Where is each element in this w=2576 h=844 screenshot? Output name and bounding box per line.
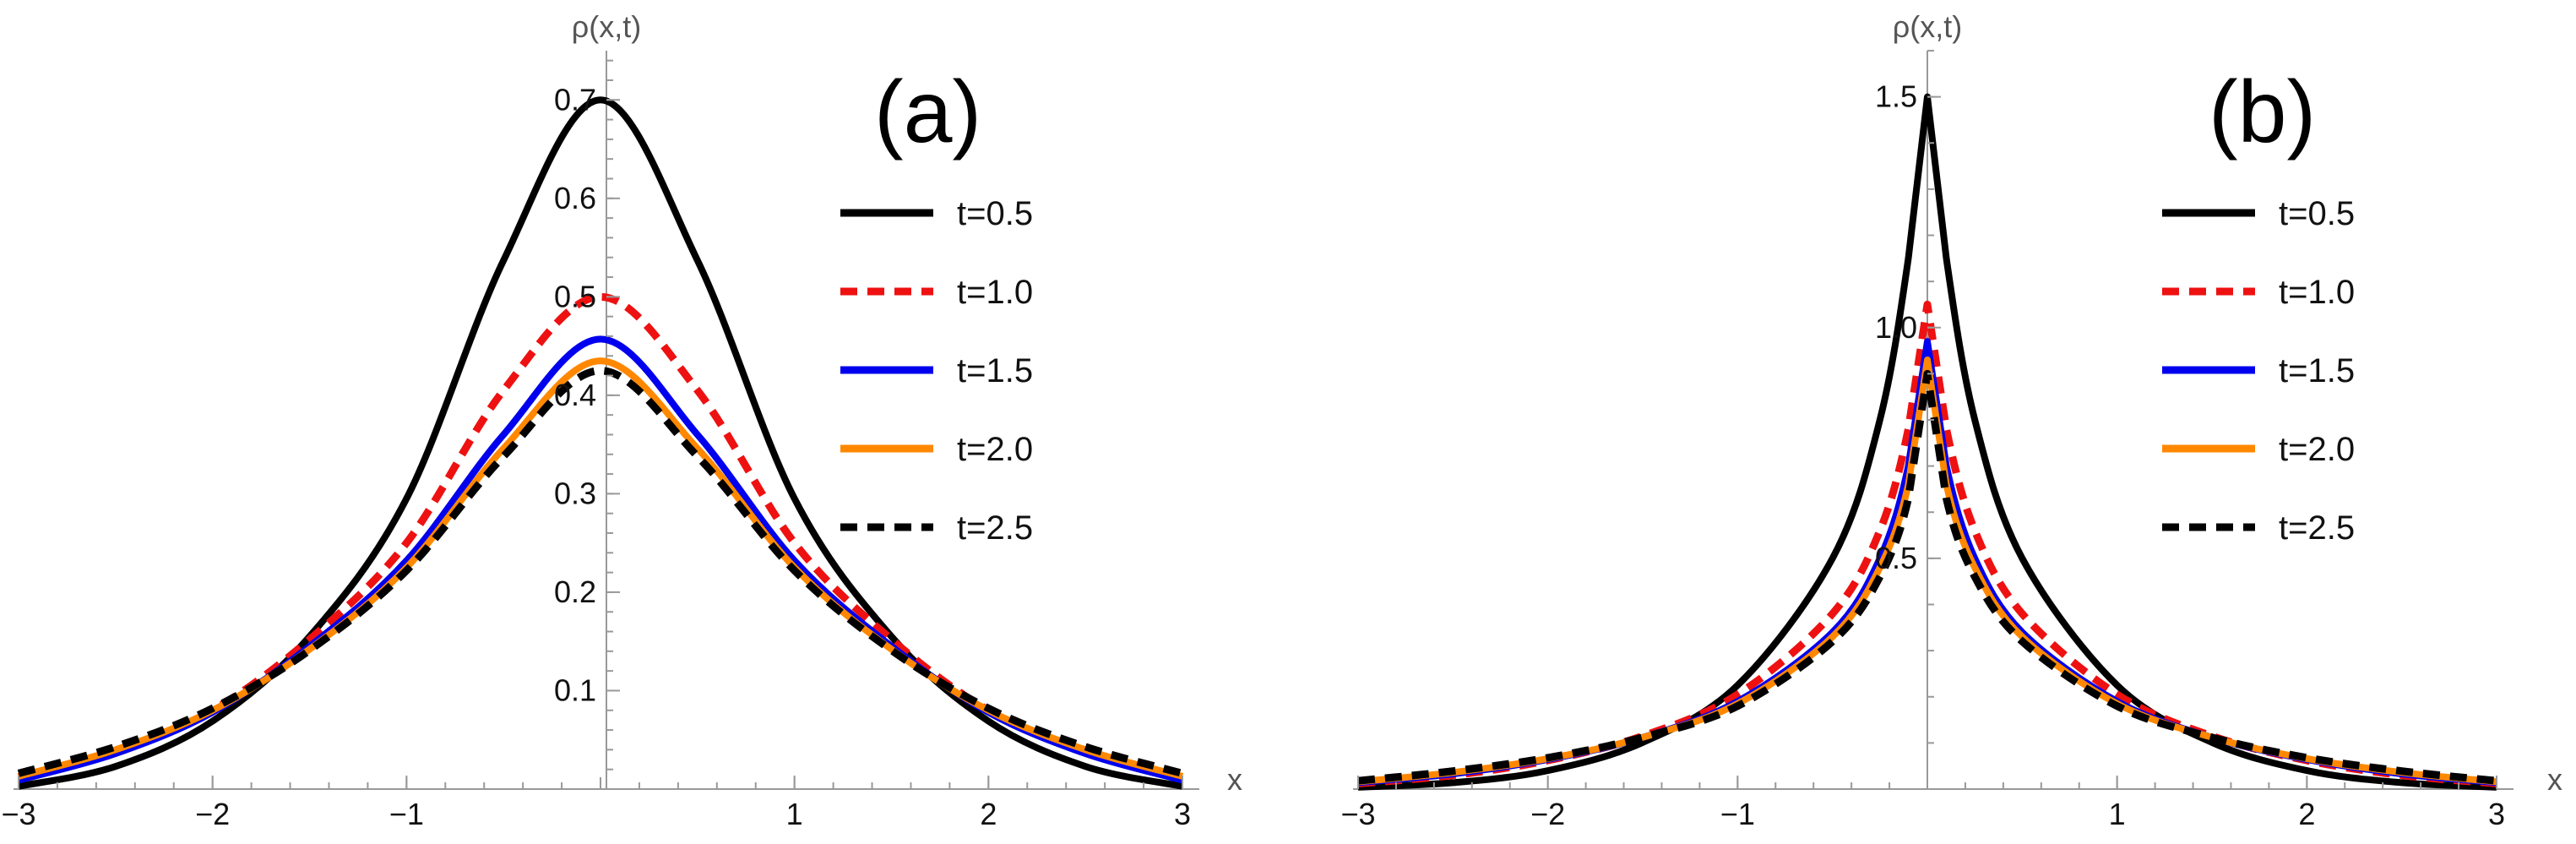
panel-a-ticks: −3 −2 −1 1 2 3 0.1 0.2 0.3 0.4 0.5 0.6 0.7: [1, 59, 1191, 831]
legend-label: t=0.5: [2279, 195, 2355, 232]
x-tick-label: −2: [1530, 797, 1565, 831]
panel-a-ylabel: ρ(x,t): [572, 9, 641, 44]
y-tick-label: 0.5: [554, 279, 596, 313]
panel-a-legend: t=0.5 t=1.0 t=1.5 t=2.0 t=2.5: [840, 195, 1033, 547]
series-line-t-2_0: [1357, 357, 2497, 786]
series-line-t-2_0: [17, 357, 1184, 780]
legend-label: t=2.0: [957, 431, 1033, 468]
legend-label: t=2.5: [957, 509, 1033, 547]
panel-b: −3 −2 −1 1 2 3 0.5 1.0 1.5 ρ(x,t) x (b) t=0.5 t=1…: [1340, 9, 2562, 831]
panel-a-tag: (a): [874, 63, 981, 161]
x-tick-label: 1: [2109, 797, 2126, 831]
legend-label: t=1.0: [957, 274, 1033, 311]
y-tick-label: 0.2: [554, 574, 596, 609]
panel-b-ticks: −3 −2 −1 1 2 3 0.5 1.0 1.5: [1340, 50, 2505, 831]
x-tick-label: −3: [1340, 797, 1375, 831]
legend-label: t=0.5: [957, 195, 1033, 232]
y-tick-label: 0.1: [554, 672, 596, 707]
legend-label: t=2.5: [2279, 509, 2355, 547]
legend-label: t=1.5: [2279, 352, 2355, 389]
y-tick-label: 0.7: [554, 82, 596, 117]
legend-label: t=2.0: [2279, 431, 2355, 468]
series-line-t-1_5: [17, 335, 1184, 784]
y-tick-label: 0.4: [554, 378, 596, 412]
panel-a-xlabel: x: [1227, 762, 1242, 797]
y-tick-label: 0.3: [554, 476, 596, 510]
panel-a: −3 −2 −1 1 2 30.10.20.30.40.50.60.7 ρ(x,t) x …: [1, 9, 1242, 831]
legend-label: t=1.5: [957, 352, 1033, 389]
x-tick-label: −1: [1720, 797, 1755, 831]
x-tick-label: −3: [1, 797, 35, 831]
x-tick-label: −2: [195, 797, 230, 831]
x-tick-label: 3: [2488, 797, 2505, 831]
panel-a-curves: [17, 96, 1184, 790]
x-tick-label: 2: [2298, 797, 2315, 831]
y-tick-label: 1.0: [1875, 310, 1917, 345]
panel-b-ylabel: ρ(x,t): [1893, 9, 1962, 44]
panel-b-legend: t=0.5 t=1.0 t=1.5 t=2.0 t=2.5: [2162, 195, 2355, 547]
x-tick-label: 1: [786, 797, 803, 831]
panel-b-tag: (b): [2209, 63, 2316, 161]
series-line-t-0_5: [18, 96, 1183, 790]
legend-label: t=1.0: [2279, 274, 2355, 311]
x-tick-label: 3: [1174, 797, 1191, 831]
y-tick-label: 0.6: [554, 181, 596, 215]
x-tick-label: −1: [389, 797, 424, 831]
panel-a-axes: [14, 51, 1199, 790]
y-tick-label: 1.5: [1875, 79, 1917, 114]
y-tick-label: 0.5: [1875, 541, 1917, 575]
panel-b-xlabel: x: [2547, 762, 2562, 797]
x-tick-label: 2: [980, 797, 997, 831]
